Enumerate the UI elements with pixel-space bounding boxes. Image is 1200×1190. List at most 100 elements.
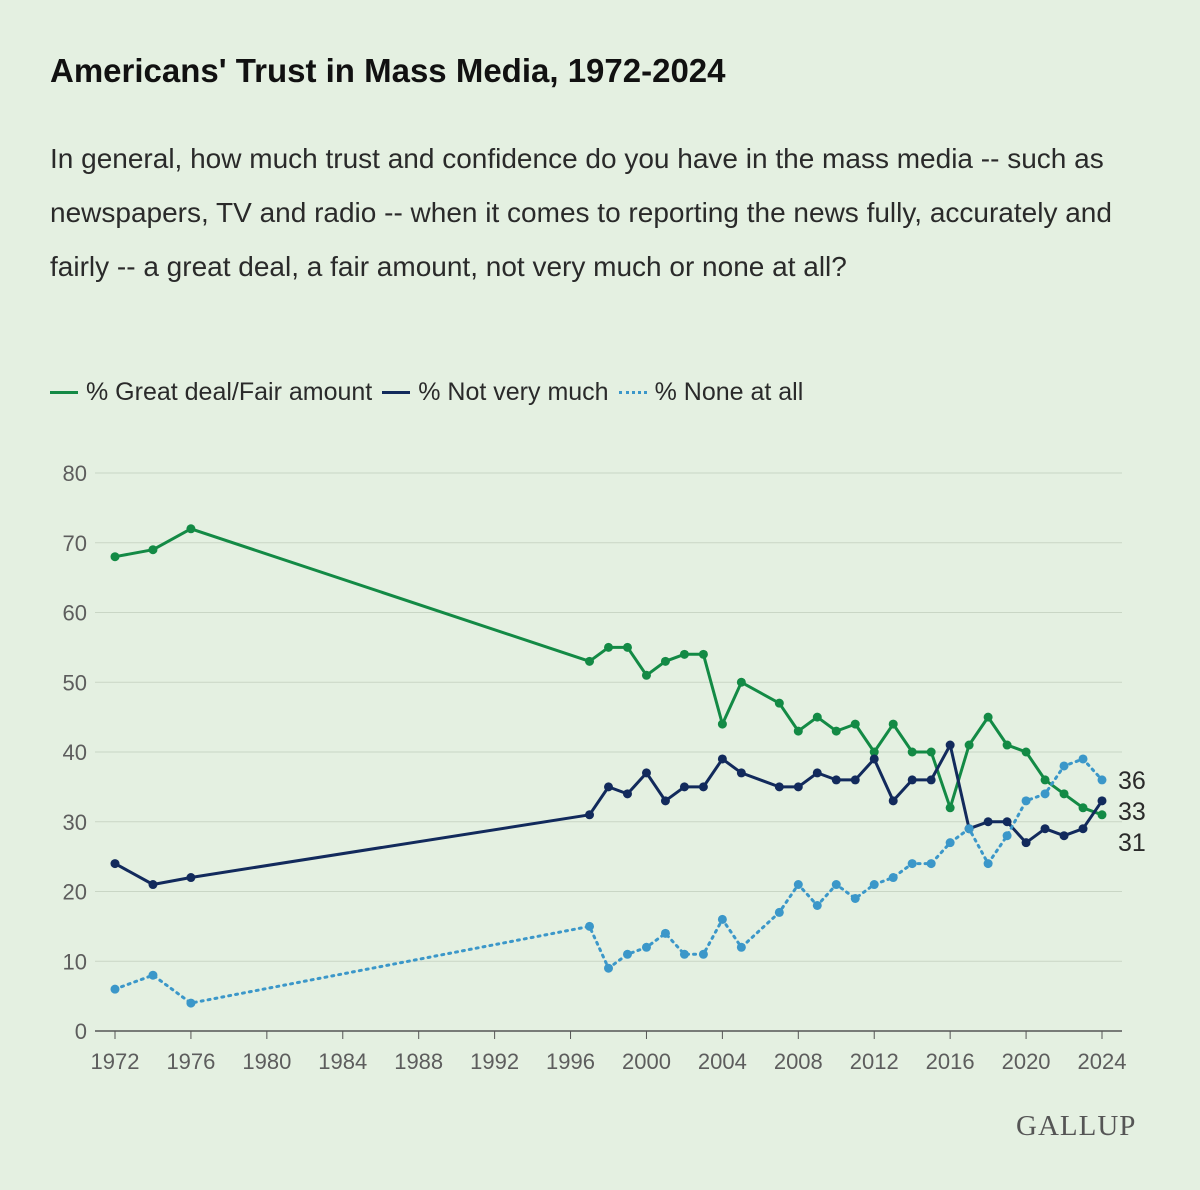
series-0-point-2001 (660, 656, 670, 666)
series-1-point-2015 (926, 775, 936, 785)
series-1-point-2019 (1002, 817, 1012, 827)
series-2-point-1976 (186, 998, 196, 1008)
series-1-point-1997 (585, 810, 595, 820)
series-0-point-2020 (1021, 747, 1031, 757)
legend-label-not-very-much: % Not very much (418, 378, 609, 406)
series-1-point-1976 (186, 873, 196, 883)
series-2-point-2023 (1078, 754, 1088, 764)
series-1-point-2010 (831, 775, 841, 785)
x-tick-label-1972: 1972 (91, 1049, 140, 1074)
series-0-point-2000 (641, 670, 651, 680)
series-2-point-2024 (1097, 775, 1107, 785)
series-1-point-1999 (622, 789, 632, 799)
x-tick-label-2012: 2012 (850, 1049, 899, 1074)
chart-legend: % Great deal/Fair amount % Not very much… (50, 378, 813, 407)
x-tick-label-1992: 1992 (470, 1049, 519, 1074)
series-2-point-2008 (793, 880, 803, 890)
y-tick-label-30: 30 (63, 810, 87, 835)
y-tick-label-10: 10 (63, 949, 87, 974)
series-2-point-2022 (1059, 761, 1069, 771)
series-1-point-2005 (736, 768, 746, 778)
series-0-point-2012 (869, 747, 879, 757)
legend-item-none-at-all: % None at all (618, 378, 804, 407)
series-1-point-2012 (869, 754, 879, 764)
y-tick-label-0: 0 (75, 1019, 87, 1044)
series-0-point-2014 (907, 747, 917, 757)
series-0-point-1974 (148, 545, 158, 555)
chart-title: Americans' Trust in Mass Media, 1972-202… (50, 52, 726, 89)
x-tick-label-2008: 2008 (774, 1049, 823, 1074)
series-1-point-2021 (1040, 824, 1050, 834)
series-0-point-2007 (774, 698, 784, 708)
series-0-point-2016 (945, 803, 955, 813)
series-0-point-1976 (186, 524, 196, 534)
series-0-point-2008 (793, 726, 803, 736)
series-0-point-2019 (1002, 740, 1012, 750)
series-0-point-2010 (831, 726, 841, 736)
legend-swatch-blue-dotted (618, 391, 647, 394)
series-1-point-2023 (1078, 824, 1088, 834)
end-label-series-1: 33 (1118, 798, 1146, 826)
x-tick-label-1980: 1980 (242, 1049, 291, 1074)
x-tick-label-1984: 1984 (318, 1049, 367, 1074)
series-2-point-2017 (964, 824, 974, 834)
series-1-point-2011 (850, 775, 860, 785)
legend-swatch-green-line (50, 391, 78, 394)
series-2-point-1997 (585, 921, 595, 931)
chart-subtitle: In general, how much trust and confidenc… (50, 143, 1112, 282)
series-2-point-2005 (736, 942, 746, 952)
x-tick-label-1976: 1976 (166, 1049, 215, 1074)
series-1-point-2024 (1097, 796, 1107, 806)
x-tick-label-1988: 1988 (394, 1049, 443, 1074)
x-tick-label-1996: 1996 (546, 1049, 595, 1074)
legend-label-none-at-all: % None at all (654, 378, 804, 406)
x-tick-label-2020: 2020 (1002, 1049, 1051, 1074)
series-0-point-2022 (1059, 789, 1069, 799)
series-1-point-2009 (812, 768, 822, 778)
series-line-1 (114, 743, 1104, 886)
series-2-point-2015 (926, 859, 936, 869)
series-2-point-1972 (110, 984, 120, 994)
series-0-point-2009 (812, 712, 822, 722)
series-2-point-2011 (850, 893, 860, 903)
series-0-point-2018 (983, 712, 993, 722)
series-0-point-2005 (736, 677, 746, 687)
legend-label-great-deal: % Great deal/Fair amount (86, 378, 373, 406)
series-0-point-2013 (888, 719, 898, 729)
series-2-point-1998 (604, 963, 613, 973)
y-tick-label-40: 40 (63, 740, 87, 765)
series-1-point-1972 (110, 859, 120, 869)
y-tick-label-50: 50 (63, 670, 87, 695)
series-0-point-2011 (850, 719, 860, 729)
series-2-point-1999 (622, 949, 632, 959)
y-tick-label-70: 70 (63, 531, 87, 556)
series-line-0 (114, 527, 1103, 817)
series-2-point-2001 (660, 928, 670, 938)
series-2-point-2014 (907, 859, 917, 869)
series-2-point-2018 (983, 859, 993, 869)
x-tick-label-2000: 2000 (622, 1049, 671, 1074)
x-tick-label-2004: 2004 (698, 1049, 747, 1074)
series-0-point-1997 (585, 656, 595, 666)
legend-item-great-deal: % Great deal/Fair amount (50, 378, 372, 407)
series-1-point-2013 (888, 796, 898, 806)
series-1-point-1974 (148, 880, 158, 890)
series-2-point-2009 (812, 900, 822, 910)
series-1-point-2001 (660, 796, 670, 806)
series-1-point-2018 (983, 817, 993, 827)
series-1-point-2000 (641, 768, 651, 778)
series-2-point-2020 (1021, 796, 1031, 806)
series-2-point-2007 (774, 907, 784, 917)
end-label-series-0: 31 (1118, 829, 1146, 857)
series-2-point-2003 (698, 949, 708, 959)
y-tick-label-20: 20 (63, 880, 87, 905)
series-2-point-2004 (717, 914, 727, 924)
series-2-point-2016 (945, 838, 955, 848)
series-2-point-2000 (641, 942, 651, 952)
legend-swatch-navy-line (382, 391, 411, 394)
series-2-point-2002 (679, 949, 689, 959)
series-1-point-2003 (698, 782, 708, 792)
series-0-point-2021 (1040, 775, 1050, 785)
series-0-point-2017 (964, 740, 974, 750)
series-0-point-2004 (717, 719, 727, 729)
